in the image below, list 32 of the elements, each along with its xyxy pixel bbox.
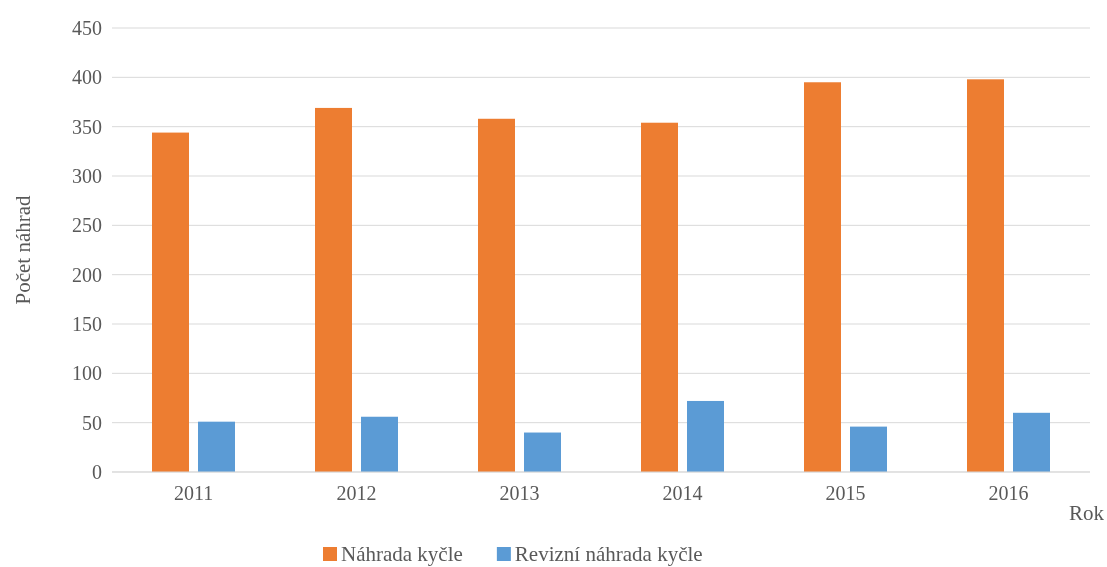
y-tick-label: 350 (72, 115, 102, 138)
y-tick-label: 450 (72, 16, 102, 39)
bar (198, 421, 235, 472)
x-tick-label: 2012 (336, 482, 377, 505)
y-tick-label: 300 (72, 164, 102, 187)
legend-label: Revizní náhrada kyčle (514, 542, 703, 566)
bar (361, 416, 398, 472)
bar (687, 400, 724, 472)
bar (804, 82, 841, 472)
x-tick-label: 2014 (662, 482, 703, 505)
x-tick-label: 2011 (173, 482, 214, 505)
x-tick-label: 2013 (499, 482, 540, 505)
x-tick-label: 2016 (988, 482, 1029, 505)
y-tick-label: 200 (72, 263, 102, 286)
y-tick-label: 250 (72, 214, 102, 237)
legend-label: Náhrada kyčle (341, 542, 463, 566)
bar (524, 432, 561, 472)
bar (641, 122, 678, 472)
y-tick-label: 0 (92, 460, 102, 483)
bar (1013, 412, 1050, 472)
bar (152, 132, 189, 472)
bar (315, 107, 352, 472)
bar (850, 426, 887, 472)
y-tick-label: 100 (72, 362, 102, 385)
x-axis-title: Rok (1068, 501, 1105, 525)
y-tick-label: 400 (72, 66, 102, 89)
bar (478, 118, 515, 472)
y-axis-title: Počet náhrad (11, 194, 35, 305)
x-tick-label: 2015 (825, 482, 866, 505)
y-tick-label: 150 (72, 312, 102, 335)
y-tick-label: 50 (82, 411, 102, 434)
bar (967, 79, 1004, 472)
